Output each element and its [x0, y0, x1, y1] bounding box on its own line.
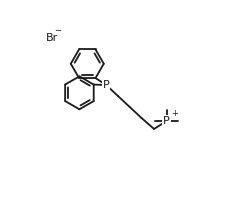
Text: Br: Br: [46, 33, 58, 43]
Text: +: +: [171, 109, 178, 118]
Text: P: P: [103, 80, 109, 90]
Text: P: P: [163, 116, 170, 126]
Text: −: −: [54, 26, 61, 35]
